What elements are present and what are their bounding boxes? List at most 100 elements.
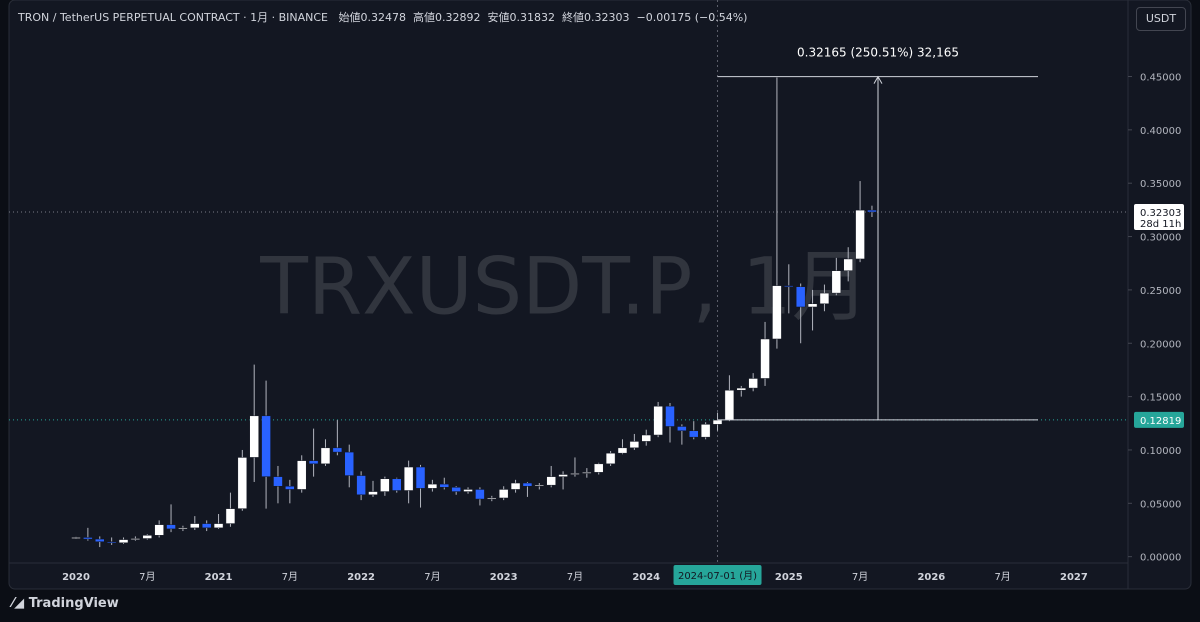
candle-body [71, 537, 81, 539]
candle-body [296, 460, 307, 490]
y-tick-label: 0.10000 [1140, 446, 1181, 457]
candle-body [724, 389, 735, 421]
candle-body [118, 539, 129, 544]
candle-body [225, 508, 236, 524]
countdown-label: 28d 11h [1140, 219, 1181, 230]
close-value: 0.32303 [584, 11, 630, 24]
candle-body [760, 338, 770, 379]
x-tick-label: 2024 [632, 572, 660, 583]
candle-body [677, 426, 687, 432]
candle-body [308, 460, 319, 465]
candle-body [558, 474, 568, 477]
candle-body [629, 441, 640, 449]
high-value: 0.32892 [435, 11, 481, 24]
candle-body [819, 292, 830, 305]
low-value: 0.31832 [509, 11, 556, 24]
candle-body [130, 538, 141, 540]
candle-body [415, 466, 426, 489]
candle-body [843, 258, 853, 271]
candle-body [380, 478, 390, 492]
x-tick-label: 2023 [490, 572, 518, 583]
candle-body [178, 527, 188, 530]
candle-body [510, 482, 521, 490]
candle-body [106, 541, 117, 544]
measure-arrowhead [873, 75, 883, 84]
x-tick-label: 7月 [852, 571, 868, 583]
candle-body [867, 209, 877, 213]
high-label: 高値 [413, 11, 435, 24]
candle-body [546, 476, 556, 486]
candle-body [320, 447, 331, 465]
crosshair-date-label: 2024-07-01 (月) [678, 570, 757, 582]
measure-label: 0.32165 (250.51%) 32,165 [797, 46, 959, 60]
x-tick-label: 7月 [567, 571, 583, 583]
brand-logo[interactable]: ⁄◢ TradingView [12, 596, 119, 611]
last-price-label: 0.32303 [1140, 208, 1181, 219]
candle-body [498, 489, 509, 499]
candle-body [653, 405, 663, 436]
y-tick-label: 0.05000 [1140, 499, 1181, 510]
candle-body [665, 405, 675, 427]
candle-body [522, 482, 533, 487]
candle-body [142, 535, 153, 539]
y-tick-label: 0.25000 [1140, 286, 1181, 297]
crosshair-price-label: 0.12819 [1140, 416, 1181, 427]
candle-body [451, 487, 461, 492]
y-tick-label: 0.15000 [1140, 393, 1181, 404]
x-tick-label: 2022 [347, 572, 375, 583]
candle-body [261, 415, 271, 477]
y-tick-label: 0.30000 [1140, 233, 1181, 244]
candle-body [439, 483, 450, 488]
candle-body [772, 285, 782, 340]
candle-body [784, 285, 794, 287]
chart-frame [8, 0, 1192, 590]
candle-body [700, 424, 711, 438]
candle-body [344, 451, 354, 476]
currency-button[interactable]: USDT [1136, 7, 1186, 31]
candle-body [582, 472, 592, 474]
candle-body [593, 463, 604, 473]
candle-body [213, 523, 224, 529]
candle-body [689, 430, 699, 438]
candle-body [795, 286, 806, 308]
candle-body [748, 378, 758, 389]
x-tick-label: 7月 [424, 571, 440, 583]
y-tick-label: 0.35000 [1140, 179, 1181, 190]
chart: TRXUSDT.P, 1月 0.00000 0.05000 0.10000 0.150… [8, 0, 1192, 590]
x-tick-label: 2027 [1060, 572, 1088, 583]
close-label: 終値 [562, 11, 584, 24]
candle-body [712, 419, 723, 425]
candle-body [190, 523, 200, 529]
candle-body [273, 476, 283, 487]
candle-body [487, 497, 497, 500]
candle-body [83, 537, 93, 540]
candle-body [475, 489, 485, 500]
candle-body [285, 485, 295, 490]
low-label: 安値 [487, 11, 510, 24]
candle-body [427, 483, 438, 489]
x-tick-label: 7月 [994, 571, 1010, 583]
candle-body [605, 452, 616, 465]
candle-body [736, 387, 747, 391]
candle-body [641, 434, 651, 442]
change: −0.00175 (−0.54%) [636, 11, 748, 24]
candle-body [617, 447, 628, 454]
legend-header: TRON / TetherUS PERPETUAL CONTRACT · 1月 … [18, 9, 747, 25]
candle-body [332, 447, 343, 453]
brand-name: TradingView [28, 596, 119, 611]
x-tick-label: 2020 [62, 572, 90, 583]
symbol: TRON / TetherUS PERPETUAL CONTRACT · 1月 … [18, 11, 328, 24]
y-tick-label: 0.45000 [1140, 72, 1181, 83]
x-tick-label: 2025 [775, 572, 803, 583]
candle-body [570, 473, 580, 475]
candle-body [166, 524, 176, 530]
open-value: 0.32478 [360, 11, 407, 24]
watermark: TRXUSDT.P, 1月 [259, 242, 869, 332]
candle-body [807, 303, 818, 308]
candle-body [154, 524, 164, 536]
candle-body [237, 457, 248, 509]
candle-body [831, 270, 842, 294]
candle-body [855, 209, 865, 260]
candle-body [368, 491, 378, 496]
